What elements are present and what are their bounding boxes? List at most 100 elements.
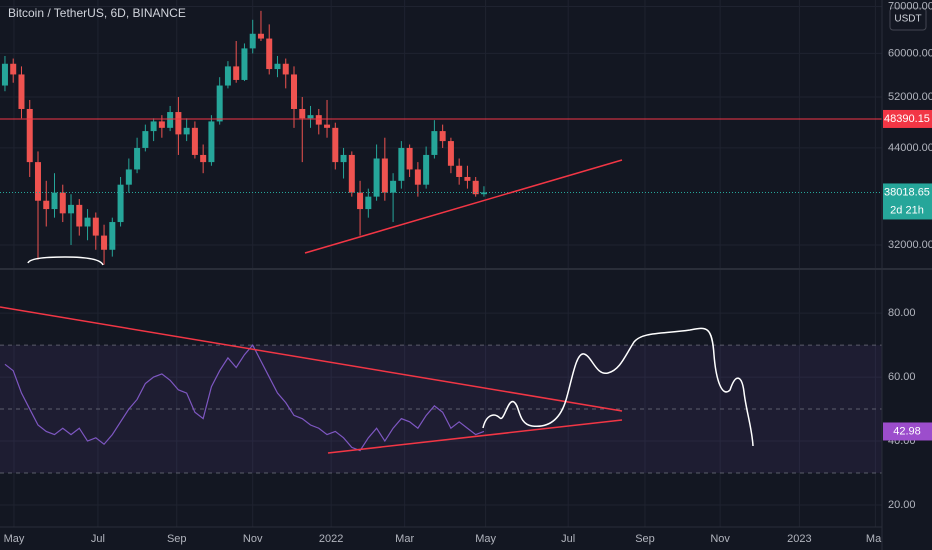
last-price-box bbox=[883, 183, 932, 220]
candle-body bbox=[266, 38, 273, 70]
x-tick-label: Mar bbox=[866, 533, 885, 545]
y-tick-label: 52000.00 bbox=[888, 91, 932, 103]
rsi-pane bbox=[0, 344, 882, 474]
candle-body bbox=[340, 154, 347, 163]
y-tick-label: 32000.00 bbox=[888, 239, 932, 251]
rsi-value-box bbox=[883, 422, 932, 441]
candle-body bbox=[241, 48, 248, 80]
candle-body bbox=[10, 63, 17, 75]
candle-body bbox=[117, 184, 124, 223]
candle-body bbox=[216, 85, 223, 122]
countdown: 2d 21h bbox=[890, 204, 924, 216]
candle-body bbox=[224, 66, 231, 86]
candle-body bbox=[315, 115, 322, 125]
trendline bbox=[304, 159, 623, 254]
candle-body bbox=[456, 165, 463, 177]
candle-body bbox=[183, 127, 190, 135]
candle-body bbox=[233, 66, 240, 80]
currency: USDT bbox=[894, 14, 921, 25]
rsi-line bbox=[4, 344, 485, 452]
candle-body bbox=[365, 196, 372, 210]
x-tick-label: May bbox=[4, 533, 25, 545]
candle-body bbox=[68, 204, 75, 214]
candle-body bbox=[142, 131, 149, 148]
rsi-value-label: 42.98 bbox=[893, 425, 921, 437]
time-axis: May Jul Sep Nov 2022 Mar May Jul Sep Nov 2023 Mar bbox=[4, 533, 885, 545]
y-tick-label: 20.00 bbox=[888, 499, 916, 511]
candle-body bbox=[324, 124, 331, 128]
x-tick-label: Nov bbox=[710, 533, 730, 545]
candle-body bbox=[26, 108, 33, 163]
y-tick-label: 80.00 bbox=[888, 307, 916, 319]
last-price-label: 38018.65 bbox=[884, 186, 930, 198]
candle-body bbox=[59, 192, 66, 214]
trendline bbox=[327, 419, 623, 454]
candle-body bbox=[472, 180, 479, 195]
drawings bbox=[0, 159, 754, 454]
candle-body bbox=[423, 154, 430, 185]
x-tick-label: Jul bbox=[91, 533, 105, 545]
candle-body bbox=[274, 63, 281, 70]
y-tick-label: 44000.00 bbox=[888, 142, 932, 154]
chart-title: Bitcoin / TetherUS, 6D, BINANCE bbox=[8, 6, 186, 20]
candle-body bbox=[373, 158, 380, 197]
candle-body bbox=[158, 121, 165, 128]
candle-body bbox=[76, 204, 83, 227]
candle-body bbox=[34, 162, 41, 201]
candle-body bbox=[200, 154, 207, 163]
candle-body bbox=[125, 169, 132, 185]
x-tick-label: Sep bbox=[635, 533, 655, 545]
candle-body bbox=[414, 169, 421, 185]
x-tick-label: Sep bbox=[167, 533, 187, 545]
drawing bbox=[482, 327, 754, 447]
x-tick-label: Jul bbox=[561, 533, 575, 545]
candle-body bbox=[390, 180, 397, 193]
price-level-label: 48390.15 bbox=[884, 113, 930, 125]
candle-body bbox=[447, 141, 454, 166]
candle-body bbox=[109, 222, 116, 250]
candle-body bbox=[175, 112, 182, 135]
candle-body bbox=[307, 115, 314, 119]
candle-body bbox=[406, 147, 413, 170]
candle-body bbox=[92, 217, 99, 236]
trendline bbox=[0, 306, 623, 412]
candle-body bbox=[257, 33, 264, 39]
candle-body bbox=[464, 176, 471, 181]
x-tick-label: Nov bbox=[243, 533, 263, 545]
candle-body bbox=[43, 200, 50, 210]
candle-body bbox=[191, 127, 198, 155]
candle-body bbox=[282, 63, 289, 75]
price-pane bbox=[0, 10, 882, 265]
price-level-box bbox=[883, 109, 932, 128]
candle-body bbox=[208, 121, 215, 163]
candle-body bbox=[249, 33, 256, 49]
candle-body bbox=[480, 192, 487, 195]
candle-body bbox=[332, 127, 339, 163]
candle-body bbox=[134, 147, 141, 170]
candle-body bbox=[357, 192, 364, 210]
candle-body bbox=[51, 192, 58, 210]
candle-body bbox=[431, 131, 438, 155]
candle-body bbox=[167, 112, 174, 128]
candle-body bbox=[84, 217, 91, 227]
x-tick-label: May bbox=[475, 533, 496, 545]
x-tick-label: 2023 bbox=[787, 533, 811, 545]
candle-body bbox=[1, 63, 8, 86]
currency-box bbox=[889, 7, 927, 31]
candle-body bbox=[299, 108, 306, 119]
candle-body bbox=[439, 131, 446, 142]
x-tick-label: Mar bbox=[395, 533, 414, 545]
y-tick-label: 60.00 bbox=[888, 371, 916, 383]
x-tick-label: 2022 bbox=[319, 533, 343, 545]
y-tick-label: 60000.00 bbox=[888, 47, 932, 59]
candle-body bbox=[381, 158, 388, 193]
candle-body bbox=[18, 74, 25, 109]
candle-body bbox=[150, 121, 157, 132]
candle-body bbox=[398, 147, 405, 181]
candle-body bbox=[101, 235, 108, 250]
drawing bbox=[27, 256, 104, 266]
candle-body bbox=[348, 154, 355, 193]
candle-body bbox=[291, 74, 297, 109]
